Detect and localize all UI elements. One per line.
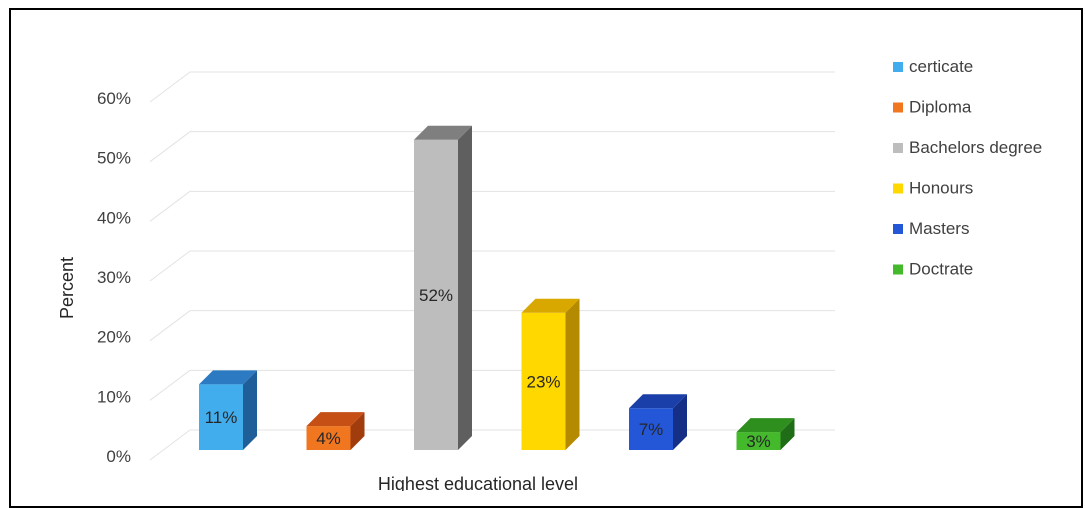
gridline-side — [149, 369, 191, 401]
legend-swatch — [893, 224, 903, 234]
bar — [306, 412, 365, 450]
bar-side — [243, 370, 257, 450]
bars — [199, 125, 795, 450]
data-label: 7% — [639, 420, 664, 439]
data-label: 4% — [316, 429, 341, 448]
bar-side — [458, 125, 472, 450]
bar-top — [199, 370, 257, 385]
y-tick-label: 30% — [97, 268, 131, 287]
legend-item: Bachelors degree — [893, 138, 1042, 157]
data-label: 52% — [419, 286, 453, 305]
bar-front — [629, 408, 673, 450]
gridline-side — [149, 250, 191, 282]
bar-side — [673, 394, 687, 450]
legend-label: Masters — [909, 219, 969, 238]
data-labels: 11% 4% 52% 23% 7% 3% — [205, 286, 771, 451]
legend-label: certicate — [909, 57, 973, 76]
y-tick-label: 40% — [97, 208, 131, 227]
legend-item: Diploma — [893, 98, 972, 117]
bar-front — [414, 139, 458, 450]
legend-item: Honours — [893, 179, 973, 198]
y-tick-label: 20% — [97, 328, 131, 347]
data-label: 11% — [205, 408, 238, 427]
data-label: 23% — [526, 372, 560, 391]
y-tick-label: 10% — [97, 387, 131, 406]
bar-side — [780, 418, 795, 450]
bar-top — [521, 298, 580, 313]
y-tick-label: 0% — [106, 447, 131, 466]
bar-front — [306, 426, 351, 450]
bar-front — [199, 384, 243, 450]
bar-top — [414, 125, 472, 140]
gridlines — [149, 71, 835, 461]
gridline-side — [149, 429, 191, 461]
legend-item: Masters — [893, 219, 969, 238]
bar — [736, 418, 795, 450]
legend-swatch — [893, 62, 903, 72]
bar-front — [736, 432, 781, 450]
legend-swatch — [893, 102, 903, 113]
x-axis-title: Highest educational level — [378, 474, 578, 491]
bar-top — [736, 418, 795, 433]
bar-chart: 0% 10% 20% 30% 40% 50% 60% 11% 4% 52% 23% 7% 3% Per… — [57, 57, 1042, 491]
legend-swatch — [893, 264, 903, 275]
legend-swatch — [893, 143, 903, 153]
bar — [521, 298, 580, 450]
legend-item: Doctrate — [893, 260, 973, 279]
bar — [199, 370, 257, 450]
legend-label: Diploma — [909, 98, 972, 117]
gridline-side — [149, 310, 191, 342]
bar — [414, 125, 472, 450]
bar — [629, 394, 687, 450]
bar-side — [350, 412, 365, 450]
gridline-side — [149, 190, 191, 222]
gridline-side — [149, 131, 191, 163]
bar-top — [629, 394, 687, 409]
gridline-side — [149, 71, 191, 103]
y-axis-ticks: 0% 10% 20% 30% 40% 50% 60% — [97, 89, 131, 466]
y-axis-title: Percent — [57, 257, 77, 319]
bar-front — [521, 312, 566, 450]
legend-label: Honours — [909, 179, 973, 198]
bar-top — [306, 412, 365, 427]
legend-label: Doctrate — [909, 260, 973, 279]
legend-item: certicate — [893, 57, 973, 76]
legend-swatch — [893, 183, 903, 194]
y-tick-label: 50% — [97, 149, 131, 168]
bar-side — [565, 298, 580, 450]
legend: certicate Diploma Bachelors degree Honours M… — [893, 57, 1042, 279]
data-label: 3% — [746, 432, 771, 451]
y-tick-label: 60% — [97, 89, 131, 108]
legend-label: Bachelors degree — [909, 138, 1042, 157]
